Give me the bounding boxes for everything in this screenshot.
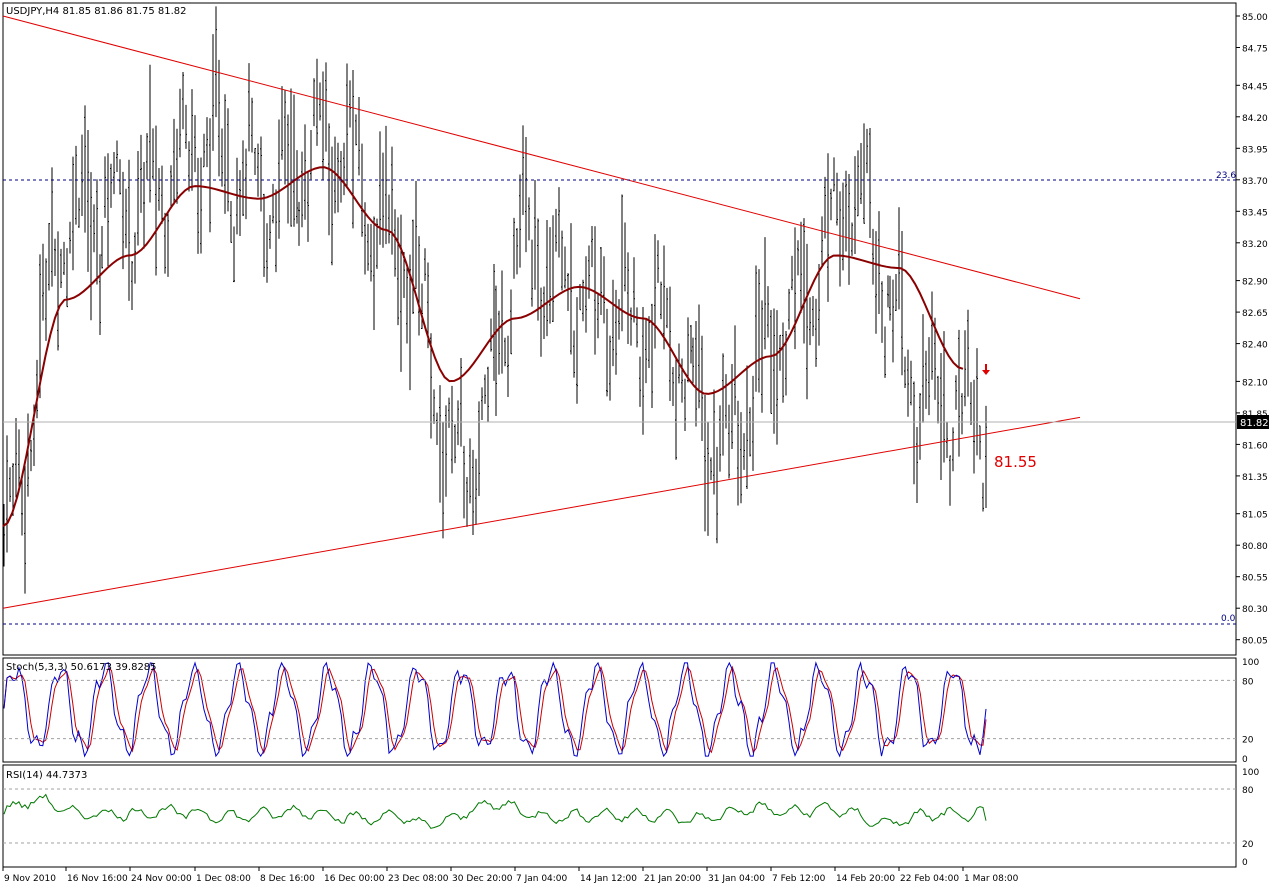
moving-average [2, 166, 964, 528]
price-axis-label: 84.20 [1242, 114, 1268, 124]
price-axis-label: 80.80 [1242, 542, 1268, 552]
price-axis-label: 82.65 [1242, 309, 1268, 319]
time-axis-label: 7 Feb 12:00 [772, 874, 826, 884]
stochastic-panel[interactable] [2, 657, 1237, 763]
rsi-line [3, 793, 987, 829]
price-axis-label: 81.35 [1242, 473, 1268, 483]
stoch-signal-line [3, 665, 987, 755]
price-axis-label: 84.75 [1242, 45, 1268, 55]
time-axis-label: 1 Dec 08:00 [196, 874, 251, 884]
stoch-axis-label: 100 [1242, 658, 1259, 668]
current-price-tag [1237, 415, 1269, 429]
time-axis-label: 31 Jan 04:00 [708, 874, 765, 884]
trendline-lower[interactable] [2, 416, 1081, 609]
axes: 85.00 84.75 84.45 84.20 83.95 83.70 83.45 83.20… [2, 13, 1268, 884]
stoch-main-line [3, 660, 987, 758]
price-axis-label: 80.05 [1242, 637, 1268, 647]
time-axis-label: 8 Dec 16:00 [260, 874, 315, 884]
fib-top-label: 23.6 [1216, 171, 1236, 181]
time-axis-label: 24 Nov 00:00 [131, 874, 192, 884]
price-axis-label: 82.90 [1242, 278, 1268, 288]
price-axis-label: 80.55 [1242, 574, 1268, 584]
time-axis-label: 7 Jan 04:00 [516, 874, 568, 884]
time-axis-label: 1 Mar 08:00 [964, 874, 1019, 884]
rsi-header: RSI(14) 44.7373 [6, 770, 87, 781]
time-axis-label: 22 Feb 04:00 [900, 874, 959, 884]
price-axis-label: 84.45 [1242, 82, 1268, 92]
rsi-axis-label: 100 [1242, 768, 1259, 778]
price-axis-label: 83.95 [1242, 145, 1268, 155]
time-axis-label: 21 Jan 20:00 [644, 874, 701, 884]
rsi-axis-label: 0 [1242, 858, 1248, 868]
price-axis-label: 81.60 [1242, 441, 1268, 451]
sell-arrow-icon [982, 364, 990, 375]
rsi-panel[interactable] [2, 764, 1237, 868]
time-axis-label: 16 Dec 00:00 [324, 874, 385, 884]
price-axis-label: 82.10 [1242, 378, 1268, 388]
trendlines[interactable] [2, 15, 1081, 609]
main-price-panel[interactable] [2, 2, 1237, 656]
fib-bottom-label: 0.0 [1221, 614, 1236, 624]
stoch-axis-label: 0 [1242, 755, 1248, 765]
price-axis-label: 80.30 [1242, 605, 1268, 615]
price-axis-label: 83.45 [1242, 208, 1268, 218]
support-label: 81.55 [994, 453, 1037, 471]
rsi-axis-label: 80 [1242, 786, 1254, 796]
time-axis-label: 9 Nov 2010 [4, 874, 56, 884]
moving-average-line [2, 166, 964, 528]
trendline-upper[interactable] [2, 15, 1081, 300]
stoch-axis-label: 80 [1242, 677, 1254, 687]
price-axis-label: 85.00 [1242, 13, 1268, 23]
main-header: USDJPY,H4 81.85 81.86 81.75 81.82 [6, 6, 187, 17]
price-axis-label: 82.40 [1242, 341, 1268, 351]
time-axis-label: 14 Jan 12:00 [580, 874, 637, 884]
price-axis-label: 83.20 [1242, 240, 1268, 250]
price-bars [3, 6, 987, 594]
stoch-axis-label: 20 [1242, 736, 1254, 746]
time-axis-label: 30 Dec 20:00 [452, 874, 513, 884]
time-axis-label: 16 Nov 16:00 [67, 874, 128, 884]
stochastic-lines [3, 660, 987, 758]
price-axis-label: 83.70 [1242, 177, 1268, 187]
current-price-value: 81.82 [1240, 418, 1269, 429]
rsi-line-path [3, 793, 987, 829]
rsi-axis-label: 20 [1242, 840, 1254, 850]
time-axis-label: 14 Feb 20:00 [836, 874, 895, 884]
price-axis-label: 81.85 [1242, 410, 1268, 420]
time-axis-label: 23 Dec 08:00 [388, 874, 449, 884]
stoch-header: Stoch(5,3,3) 50.6173 39.8285 [6, 662, 157, 673]
price-axis-label: 81.05 [1242, 511, 1268, 521]
